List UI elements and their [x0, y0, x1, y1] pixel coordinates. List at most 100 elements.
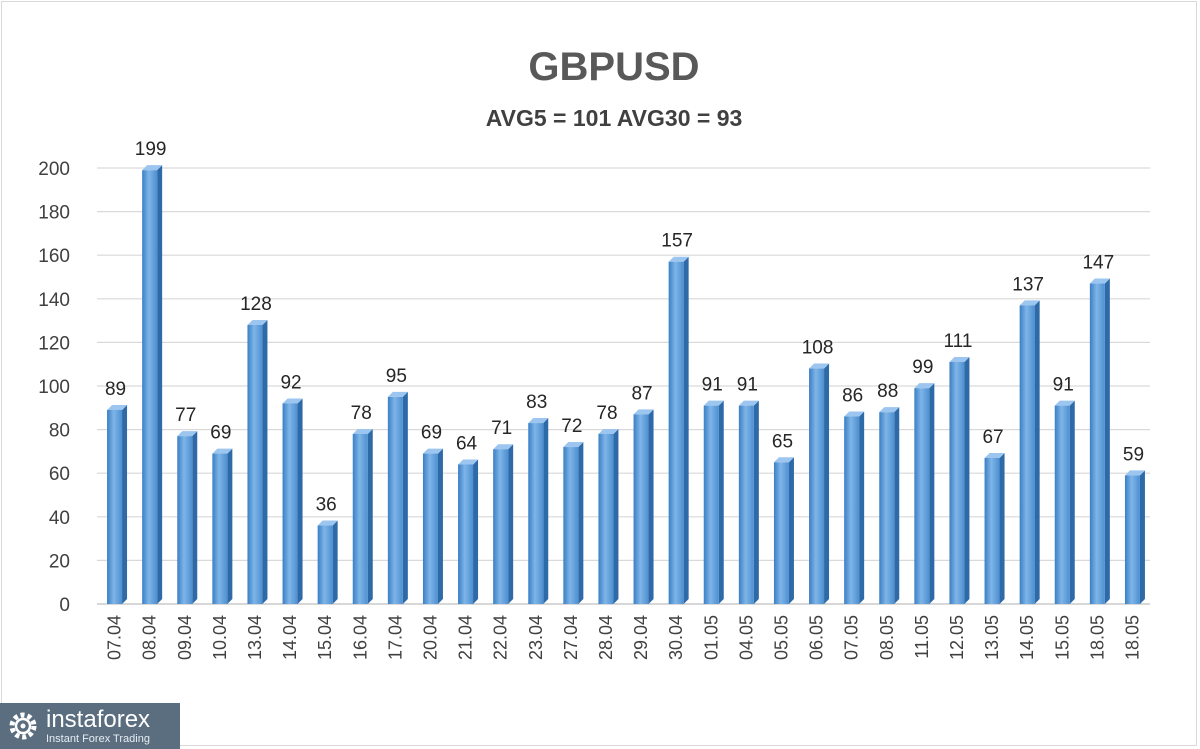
- data-label: 89: [105, 379, 126, 400]
- bar: [387, 391, 408, 604]
- data-label: 83: [526, 392, 547, 413]
- data-label: 72: [561, 416, 582, 437]
- x-tick-label: 17.04: [385, 615, 405, 660]
- bar: [949, 357, 970, 604]
- gridlines: [97, 167, 1150, 605]
- bar: [1089, 278, 1110, 604]
- x-tick-label: 22.04: [491, 615, 511, 660]
- y-tick-label: 140: [38, 290, 70, 311]
- data-label: 91: [737, 375, 758, 396]
- bar: [914, 383, 935, 604]
- x-tick-label: 13.05: [982, 615, 1002, 660]
- bar: [773, 457, 794, 604]
- bar: [247, 319, 268, 604]
- bar: [107, 404, 128, 604]
- y-tick-label: 60: [49, 464, 70, 485]
- bar: [282, 398, 303, 604]
- y-tick-label: 100: [38, 377, 70, 398]
- bar: [1054, 400, 1075, 604]
- data-label: 157: [661, 231, 693, 252]
- bar: [668, 256, 689, 604]
- bar: [984, 452, 1005, 604]
- x-axis: 07.04 08.04 09.04 10.04 13.04 14.04 15.04 16.04…: [105, 615, 1143, 660]
- y-tick-label: 40: [49, 508, 70, 529]
- x-tick-label: 07.05: [842, 615, 862, 660]
- data-label: 91: [1053, 375, 1074, 396]
- bar: [458, 459, 479, 604]
- x-tick-label: 05.05: [771, 615, 791, 660]
- y-tick-label: 120: [38, 333, 70, 354]
- x-tick-label: 07.04: [105, 615, 125, 660]
- chart-subtitle: AVG5 = 101 AVG30 = 93: [486, 105, 743, 131]
- data-label: 91: [702, 375, 723, 396]
- y-tick-label: 20: [49, 551, 70, 572]
- bars: [107, 165, 1145, 604]
- data-label: 108: [802, 338, 834, 359]
- x-tick-label: 08.04: [140, 615, 160, 660]
- x-tick-label: 23.04: [526, 615, 546, 660]
- x-tick-label: 04.05: [736, 615, 756, 660]
- x-tick-label: 11.05: [912, 615, 932, 659]
- bar: [1019, 300, 1040, 604]
- data-label: 87: [631, 383, 652, 404]
- data-label: 86: [842, 386, 863, 407]
- data-label: 137: [1012, 274, 1044, 295]
- x-tick-label: 06.05: [807, 615, 827, 660]
- x-tick-label: 08.05: [877, 615, 897, 660]
- x-tick-label: 09.04: [175, 615, 195, 660]
- bar: [422, 448, 443, 604]
- data-label: 88: [877, 381, 898, 402]
- bar: [352, 428, 373, 604]
- y-axis: 0 20 40 60 80 100 120 140 160 180 200: [38, 159, 70, 616]
- brand-name: instaforex: [46, 705, 151, 733]
- x-tick-label: 10.04: [210, 615, 230, 660]
- bar: [212, 448, 233, 604]
- data-label: 67: [982, 427, 1003, 448]
- y-tick-label: 0: [59, 595, 70, 616]
- data-label: 128: [240, 294, 272, 315]
- x-tick-label: 16.04: [350, 615, 370, 660]
- bar: [177, 431, 198, 604]
- bar: [563, 442, 584, 604]
- x-tick-label: 01.05: [701, 615, 721, 660]
- data-labels: 89 199 77 69 128 92 36 78 95 69 64 71 83 72 78 87 157 91 9…: [105, 139, 1144, 515]
- data-label: 78: [351, 403, 372, 424]
- x-tick-label: 12.05: [947, 615, 967, 660]
- x-tick-label: 13.04: [245, 615, 265, 660]
- data-label: 99: [912, 357, 933, 378]
- data-label: 95: [386, 366, 407, 387]
- x-tick-label: 14.05: [1017, 615, 1037, 660]
- chart-title: GBPUSD: [528, 45, 699, 89]
- x-tick-label: 21.04: [456, 615, 476, 660]
- bar: [809, 363, 830, 604]
- brand-tagline: Instant Forex Trading: [46, 732, 150, 745]
- data-label: 64: [456, 433, 478, 454]
- bar: [142, 165, 163, 604]
- bar: [493, 444, 514, 604]
- bar: [317, 520, 338, 604]
- data-label: 65: [772, 431, 793, 452]
- data-label: 147: [1082, 253, 1114, 274]
- x-tick-label: 20.04: [420, 615, 440, 660]
- data-label: 71: [491, 418, 512, 439]
- data-label: 199: [135, 139, 167, 160]
- bar: [738, 400, 759, 604]
- x-tick-label: 15.04: [315, 615, 335, 660]
- bar: [528, 418, 549, 604]
- bar: [703, 400, 724, 604]
- data-label: 77: [175, 405, 196, 426]
- x-tick-label: 18.05: [1087, 615, 1107, 660]
- gear-logo-icon: [9, 712, 37, 740]
- brand-logo: instaforex Instant Forex Trading: [0, 703, 180, 749]
- data-label: 36: [316, 495, 337, 516]
- x-tick-label: 30.04: [666, 615, 686, 660]
- data-label: 111: [944, 331, 973, 352]
- y-tick-label: 80: [49, 421, 70, 442]
- data-label: 69: [421, 423, 442, 444]
- bar: [633, 409, 654, 604]
- data-label: 69: [210, 423, 231, 444]
- x-tick-label: 18.05: [1122, 615, 1142, 660]
- x-tick-label: 14.04: [280, 615, 300, 660]
- bar: [1124, 470, 1145, 604]
